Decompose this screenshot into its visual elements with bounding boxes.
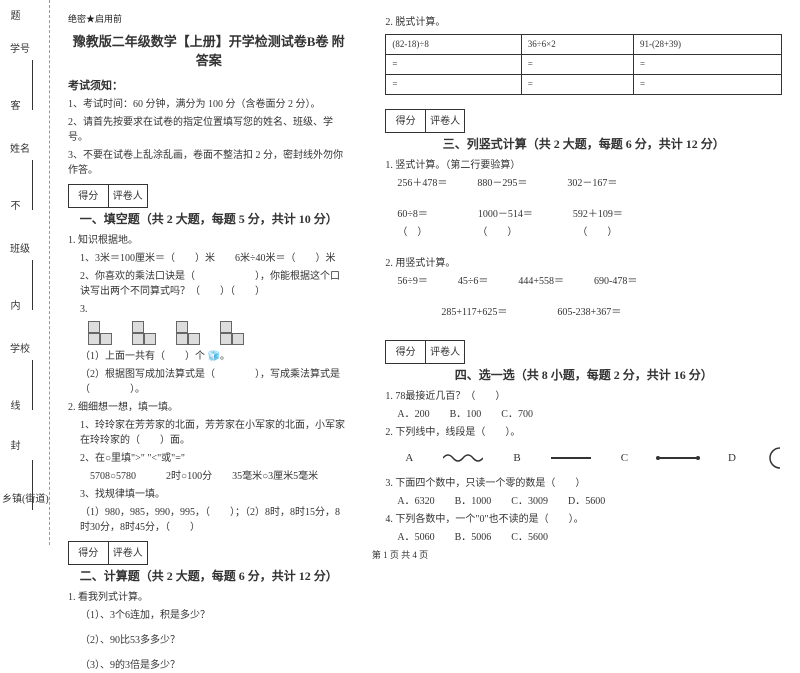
score-label-3: 得分 bbox=[386, 110, 426, 132]
line-icon bbox=[551, 457, 591, 459]
q3-b: （2）、90比53多多少？ bbox=[68, 633, 349, 648]
q2-title: 2. 细细想一想，填一填。 bbox=[68, 400, 349, 415]
side-underline-1 bbox=[32, 60, 33, 110]
arc-icon bbox=[766, 446, 782, 470]
side-label-1: 题 bbox=[6, 10, 21, 20]
side-label-5: 线 bbox=[6, 400, 21, 410]
section-4-title: 四、选一选（共 8 小题，每题 2 分，共计 16 分） bbox=[385, 366, 782, 383]
q3-c: （3）、9的3倍是多少？ bbox=[68, 658, 349, 673]
q1-e: （2）根据图写成加法算式是（ ），写成乘法算式是（ ）。 bbox=[68, 367, 349, 397]
side-underline-5 bbox=[32, 460, 33, 510]
cell-r2c2: = bbox=[521, 55, 633, 75]
cell-r1c3: 91-(28+39) bbox=[633, 35, 781, 55]
secret-label: 绝密★启用前 bbox=[68, 12, 349, 25]
cell-r2c3: = bbox=[633, 55, 781, 75]
q1-c: 3. bbox=[68, 302, 349, 317]
cell-r3c1: = bbox=[386, 75, 521, 95]
cell-r3c3: = bbox=[633, 75, 781, 95]
q4-b: 60÷8＝ 1000－514＝ 592＋109＝ bbox=[385, 207, 782, 222]
grader-label: 评卷人 bbox=[109, 185, 148, 207]
side-field-class: 班级 bbox=[10, 240, 30, 255]
q7-options: A B C D bbox=[405, 446, 782, 470]
qr1-title: 2. 脱式计算。 bbox=[385, 15, 782, 30]
q9-a: A．5060 B．5006 C．5600 bbox=[385, 530, 782, 545]
cell-r2c1: = bbox=[386, 55, 521, 75]
side-label-2: 客 bbox=[6, 100, 21, 110]
notice-3: 3、不要在试卷上乱涂乱画，卷面不整洁扣 2 分，密封线外勿你作答。 bbox=[68, 148, 349, 178]
opt-b: B bbox=[513, 452, 520, 464]
q2-e: （1）980，985，990，995，（ ）；（2）8时，8时15分，8时30分… bbox=[68, 505, 349, 535]
page-footer: 第 1 页 共 4 页 bbox=[0, 548, 800, 561]
section-3-title: 三、列竖式计算（共 2 大题，每题 6 分，共计 12 分） bbox=[385, 135, 782, 152]
segment-icon bbox=[658, 457, 698, 459]
q1-b: 2、你喜欢的乘法口诀是（ ），你能根据这个口诀写出两个不同算式吗？（ ）（ ） bbox=[68, 269, 349, 299]
q9-title: 4. 下列各数中，一个"0"也不读的是（ ）。 bbox=[385, 512, 782, 527]
score-box-1: 得分 评卷人 bbox=[68, 184, 148, 208]
paper-title: 豫教版二年级数学【上册】开学检测试卷B卷 附答案 bbox=[68, 31, 349, 69]
section-1-title: 一、填空题（共 2 大题，每题 5 分，共计 10 分） bbox=[68, 210, 349, 227]
notice-heading: 考试须知： bbox=[68, 77, 349, 93]
q6-title: 1. 78最接近几百？（ ） bbox=[385, 389, 782, 404]
q6-a: A．200 B．100 C．700 bbox=[385, 407, 782, 422]
side-underline-3 bbox=[32, 260, 33, 310]
grader-label-3: 评卷人 bbox=[426, 110, 465, 132]
cube-group-2 bbox=[132, 321, 156, 345]
side-label-3: 不 bbox=[6, 200, 21, 210]
q4-title: 1. 竖式计算。（第二行要验算） bbox=[385, 158, 782, 173]
opt-c: C bbox=[621, 452, 628, 464]
side-underline-4 bbox=[32, 360, 33, 410]
q1-title: 1. 知识根据地。 bbox=[68, 233, 349, 248]
opt-a: A bbox=[405, 452, 413, 464]
q2-b: 2、在○里填">" "<"或"=" bbox=[68, 451, 349, 466]
q1-d: （1）上面一共有（ ）个 🧊。 bbox=[68, 349, 349, 364]
cell-r3c2: = bbox=[521, 75, 633, 95]
q3-title: 1. 看我列式计算。 bbox=[68, 590, 349, 605]
calc-table: (82-18)÷8 36÷6×2 91-(28+39) = = = = = = bbox=[385, 34, 782, 95]
q4-c: （ ） （ ） （ ） bbox=[385, 225, 782, 240]
cell-r1c1: (82-18)÷8 bbox=[386, 35, 521, 55]
q5-title: 2. 用竖式计算。 bbox=[385, 256, 782, 271]
cube-group-4 bbox=[220, 321, 244, 345]
cube-group-3 bbox=[176, 321, 200, 345]
section-2-title: 二、计算题（共 2 大题，每题 6 分，共计 12 分） bbox=[68, 567, 349, 584]
binding-column: 题 学号 客 姓名 不 班级 内 学校 线 封 乡镇(街道) bbox=[0, 0, 50, 545]
score-label-4: 得分 bbox=[386, 341, 426, 363]
q8-a: A．6320 B．1000 C．3009 D．5600 bbox=[385, 494, 782, 509]
cube-diagram bbox=[88, 321, 349, 345]
side-label-4: 内 bbox=[6, 300, 21, 310]
side-label-6: 封 bbox=[6, 440, 21, 450]
side-field-town: 乡镇(街道) bbox=[2, 490, 49, 505]
side-underline-2 bbox=[32, 160, 33, 210]
score-box-4: 得分 评卷人 bbox=[385, 340, 465, 364]
wave-icon bbox=[443, 452, 483, 464]
q7-title: 2. 下列线中，线段是（ ）。 bbox=[385, 425, 782, 440]
left-column: 绝密★启用前 豫教版二年级数学【上册】开学检测试卷B卷 附答案 考试须知： 1、… bbox=[50, 0, 367, 545]
page-container: 题 学号 客 姓名 不 班级 内 学校 线 封 乡镇(街道) 绝密★启用前 豫教… bbox=[0, 0, 800, 545]
side-field-school: 学校 bbox=[10, 340, 30, 355]
cube-group-1 bbox=[88, 321, 112, 345]
side-field-xuehao: 学号 bbox=[10, 40, 30, 55]
q3-a: （1）、3个6连加，积是多少？ bbox=[68, 608, 349, 623]
main-content: 绝密★启用前 豫教版二年级数学【上册】开学检测试卷B卷 附答案 考试须知： 1、… bbox=[50, 0, 800, 545]
opt-d: D bbox=[728, 452, 736, 464]
q2-d: 3、找规律填一填。 bbox=[68, 487, 349, 502]
cell-r1c2: 36÷6×2 bbox=[521, 35, 633, 55]
q1-a: 1、3米＝100厘米＝（ ）米 6米÷40米＝（ ）米 bbox=[68, 251, 349, 266]
notice-1: 1、考试时间：60 分钟，满分为 100 分（含卷面分 2 分）。 bbox=[68, 97, 349, 112]
grader-label-4: 评卷人 bbox=[426, 341, 465, 363]
q2-a: 1、玲玲家在芳芳家的北面，芳芳家在小军家的北面，小军家在玲玲家的（ ）面。 bbox=[68, 418, 349, 448]
notice-2: 2、请首先按要求在试卷的指定位置填写您的姓名、班级、学号。 bbox=[68, 115, 349, 145]
q8-title: 3. 下面四个数中，只读一个零的数是（ ） bbox=[385, 476, 782, 491]
q2-c: 5708○5780 2时○100分 35毫米○3厘米5毫米 bbox=[68, 469, 349, 484]
q4-a: 256＋478＝ 880－295＝ 302－167＝ bbox=[385, 176, 782, 191]
q5-a: 56÷9＝ 45÷6＝ 444+558＝ 690-478＝ bbox=[385, 274, 782, 289]
q5-b: 285+117+625＝ 605-238+367＝ bbox=[385, 305, 782, 320]
score-box-3: 得分 评卷人 bbox=[385, 109, 465, 133]
right-column: 2. 脱式计算。 (82-18)÷8 36÷6×2 91-(28+39) = =… bbox=[367, 0, 800, 545]
side-field-name: 姓名 bbox=[10, 140, 30, 155]
score-label: 得分 bbox=[69, 185, 109, 207]
